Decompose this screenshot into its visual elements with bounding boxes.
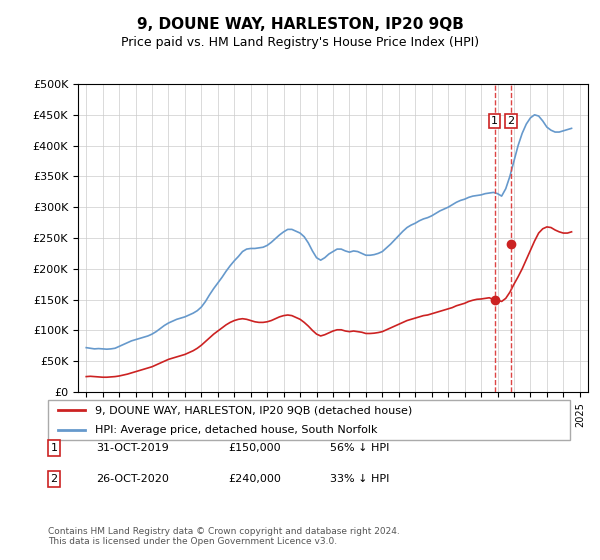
Text: 1: 1: [50, 443, 58, 453]
Text: 56% ↓ HPI: 56% ↓ HPI: [330, 443, 389, 453]
Text: £150,000: £150,000: [228, 443, 281, 453]
Text: 31-OCT-2019: 31-OCT-2019: [96, 443, 169, 453]
FancyBboxPatch shape: [48, 400, 570, 440]
Text: 26-OCT-2020: 26-OCT-2020: [96, 474, 169, 484]
Text: 2: 2: [508, 116, 515, 126]
Text: Contains HM Land Registry data © Crown copyright and database right 2024.
This d: Contains HM Land Registry data © Crown c…: [48, 526, 400, 546]
Text: 33% ↓ HPI: 33% ↓ HPI: [330, 474, 389, 484]
Text: 9, DOUNE WAY, HARLESTON, IP20 9QB: 9, DOUNE WAY, HARLESTON, IP20 9QB: [137, 17, 463, 32]
Text: 9, DOUNE WAY, HARLESTON, IP20 9QB (detached house): 9, DOUNE WAY, HARLESTON, IP20 9QB (detac…: [95, 405, 412, 415]
Text: £240,000: £240,000: [228, 474, 281, 484]
Text: 1: 1: [491, 116, 498, 126]
Text: 2: 2: [50, 474, 58, 484]
Text: Price paid vs. HM Land Registry's House Price Index (HPI): Price paid vs. HM Land Registry's House …: [121, 36, 479, 49]
Text: HPI: Average price, detached house, South Norfolk: HPI: Average price, detached house, Sout…: [95, 425, 377, 435]
